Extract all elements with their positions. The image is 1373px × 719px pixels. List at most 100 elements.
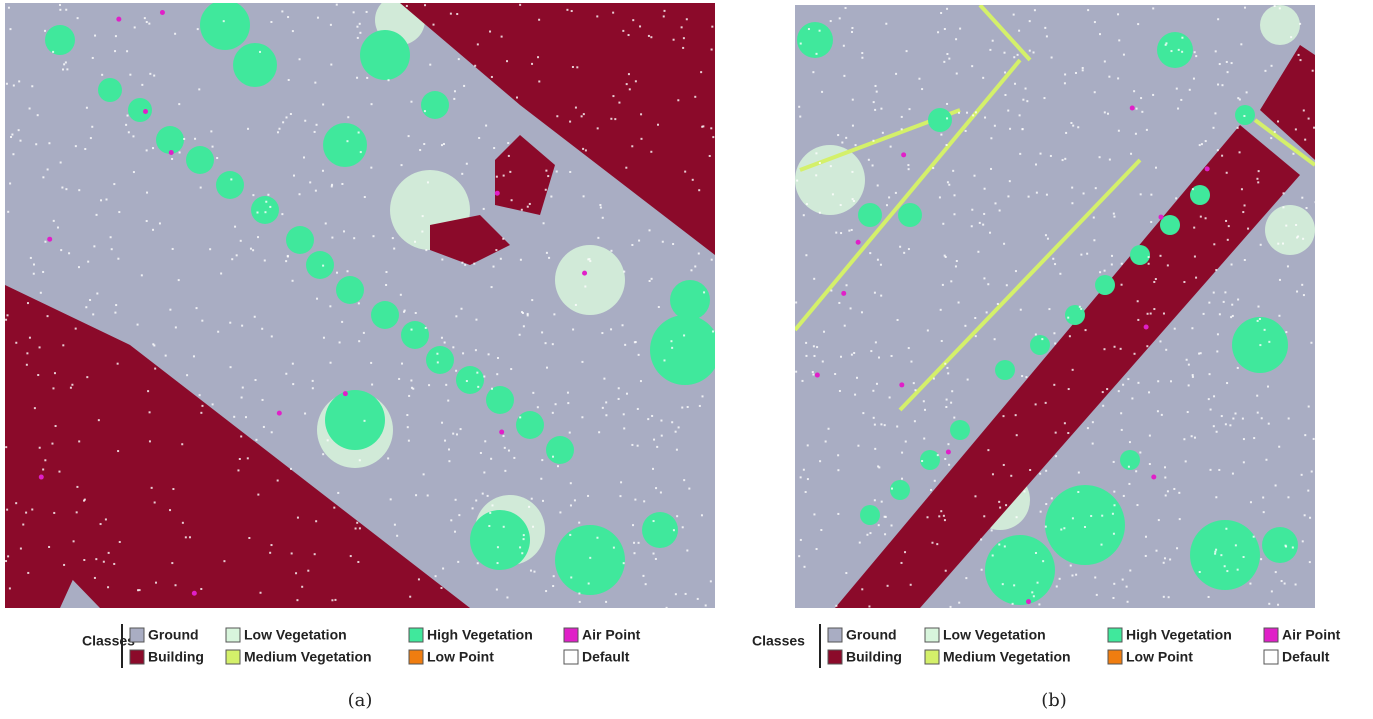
point [1078,472,1080,474]
point [989,49,991,51]
point [1237,299,1239,301]
legend-swatch [925,650,939,664]
high-vegetation [1157,32,1193,68]
point [812,371,814,373]
point [1279,7,1281,9]
point [684,171,686,173]
point [715,604,717,606]
point [128,131,130,133]
point [1146,129,1148,131]
point [42,469,44,471]
point [837,134,839,136]
point [59,4,61,6]
point [230,178,232,180]
point [1128,466,1130,468]
point [1072,125,1074,127]
point [1147,313,1149,315]
point [1237,569,1239,571]
point [873,417,875,419]
point [1037,582,1039,584]
point [199,394,201,396]
point [890,146,892,148]
point [821,91,823,93]
point [1102,391,1104,393]
point [336,272,338,274]
caption: (a) [348,690,373,711]
point [7,211,9,213]
point [63,564,65,566]
point [1047,238,1049,240]
point [1167,490,1169,492]
point [489,512,491,514]
point [1243,461,1245,463]
point [538,19,540,21]
point [910,584,912,586]
point [1226,570,1228,572]
point [291,552,293,554]
point [26,352,28,354]
point [231,258,233,260]
point [686,18,688,20]
point [1055,455,1057,457]
point [982,77,984,79]
point [44,30,46,32]
point [839,17,841,19]
point [234,226,236,228]
point [193,355,195,357]
high-vegetation [858,203,882,227]
point [940,12,942,14]
high-vegetation [1130,245,1150,265]
point [840,356,842,358]
point [861,311,863,313]
legend-label: Default [1282,649,1330,665]
point [171,158,173,160]
point [1290,36,1292,38]
point [999,507,1001,509]
point [108,552,110,554]
caption: (b) [1041,690,1067,711]
point [196,307,198,309]
point [1141,111,1143,113]
point [452,433,454,435]
high-vegetation [920,450,940,470]
point [643,500,645,502]
point [901,562,903,564]
point [1200,216,1202,218]
point [1215,549,1217,551]
point [992,473,994,475]
point [799,116,801,118]
point [424,4,426,6]
point [878,524,880,526]
point [491,286,493,288]
point [372,235,374,237]
point [844,325,846,327]
point [631,244,633,246]
point [357,561,359,563]
point [48,142,50,144]
point [314,553,316,555]
point [1199,571,1201,573]
point [149,73,151,75]
point [602,407,604,409]
point [316,298,318,300]
point [411,329,413,331]
point [697,598,699,600]
point [506,596,508,598]
point [638,354,640,356]
point [876,91,878,93]
legend-title: Classes [82,633,135,649]
point [482,493,484,495]
point [1004,94,1006,96]
point [400,294,402,296]
point [1225,220,1227,222]
point [688,488,690,490]
point [1175,197,1177,199]
point [105,518,107,520]
air-point [946,449,951,454]
point [1051,57,1053,59]
point [1101,544,1103,546]
point [466,163,468,165]
point [1070,122,1072,124]
point [507,142,509,144]
point [610,118,612,120]
